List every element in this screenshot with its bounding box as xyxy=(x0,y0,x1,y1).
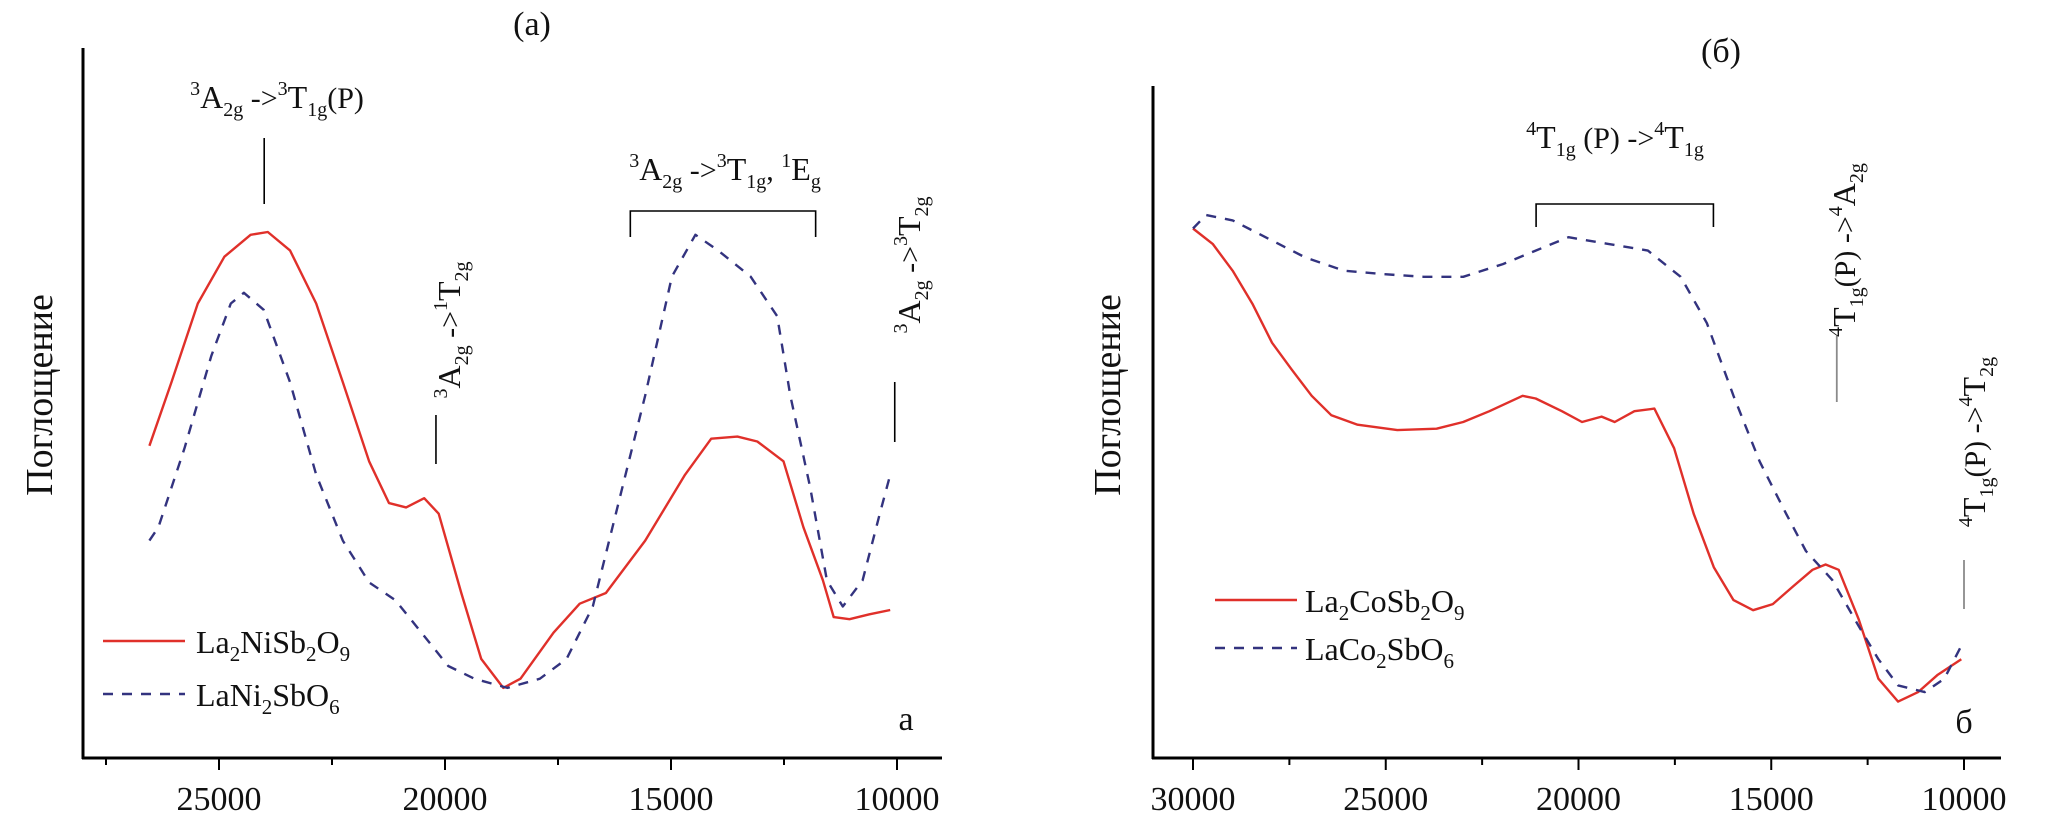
x-tick-label: 20000 xyxy=(403,781,488,818)
legend-label: La2CoSb2O9 xyxy=(1305,583,1465,625)
annotation-label: 3A2g ->3T1g(P) xyxy=(190,78,364,121)
annotations-b: 4T1g (P) ->4T1g 4T1g(P) ->4A2g 4T1g(P) ->4… xyxy=(1526,118,1998,609)
annotation-ann-b1: 4T1g (P) ->4T1g xyxy=(1526,118,1715,227)
y-axis-label-a: Поглощение xyxy=(19,294,61,496)
corner-label-b: б xyxy=(1955,704,1972,741)
legend-b: La2CoSb2O9 LaCo2SbO6 xyxy=(1215,583,1465,673)
x-tick-label: 10000 xyxy=(1922,781,2007,818)
annotation-ann-a1: 3A2g ->3T1g(P) xyxy=(190,78,364,204)
x-tick-label: 20000 xyxy=(1536,781,1621,818)
panel-a: (a) Поглощение 25000 20000 15000 10000 3A2g… xyxy=(19,6,942,818)
annotation-ann-b3: 4T1g(P) ->4T2g xyxy=(1955,357,1998,609)
series-line-LaNi2SbO6 xyxy=(148,233,892,690)
panel-title-a: (a) xyxy=(513,6,551,43)
annotation-label: 4T1g(P) ->4T2g xyxy=(1955,357,1998,527)
legend-label: LaNi2SbO6 xyxy=(196,677,340,719)
x-tick-label: 15000 xyxy=(629,781,714,818)
corner-label-a: а xyxy=(898,701,913,738)
legend-label: LaCo2SbO6 xyxy=(1305,631,1454,673)
y-axis-label-b: Поглощение xyxy=(1087,294,1129,496)
series-a xyxy=(148,230,892,690)
x-ticks-b: 30000 25000 20000 15000 10000 xyxy=(1151,758,2007,818)
series-line-LaCo2SbO6 xyxy=(1192,213,1963,694)
annotation-label: 3A2g ->3T2g xyxy=(890,196,933,333)
annotation-ann-a2: 3A2g ->3T1g, 1Eg xyxy=(629,150,821,237)
annotation-bracket xyxy=(629,210,817,237)
annotation-ann-a4: 3A2g ->3T2g xyxy=(890,196,933,442)
annotation-label: 3A2g ->1T2g xyxy=(430,261,473,398)
x-tick-label: 25000 xyxy=(1343,781,1428,818)
annotation-label: 4T1g(P) ->4A2g xyxy=(1825,163,1868,337)
annotation-bracket xyxy=(1535,203,1715,227)
x-tick-label: 10000 xyxy=(855,781,940,818)
series-line-La2CoSb2O9 xyxy=(1192,227,1962,703)
annotation-label: 4T1g (P) ->4T1g xyxy=(1526,118,1704,161)
annotation-ann-a3: 3A2g ->1T2g xyxy=(430,261,473,464)
x-tick-label: 15000 xyxy=(1729,781,1814,818)
panel-title-b: (б) xyxy=(1701,33,1741,70)
x-tick-label: 25000 xyxy=(177,781,262,818)
panel-b: (б) Поглощение 30000 25000 20000 15000 10000… xyxy=(1087,33,2007,818)
series-b xyxy=(1192,213,1963,703)
x-ticks-a: 25000 20000 15000 10000 xyxy=(105,758,940,818)
legend-label: La2NiSb2O9 xyxy=(196,624,350,666)
x-tick-label: 30000 xyxy=(1151,781,1236,818)
legend-a: La2NiSb2O9 LaNi2SbO6 xyxy=(103,624,350,719)
annotation-ann-b2: 4T1g(P) ->4A2g xyxy=(1825,163,1868,402)
annotations-a: 3A2g ->3T1g(P) 3A2g ->3T1g, 1Eg 3A2g ->1T2… xyxy=(190,78,933,464)
series-line-La2NiSb2O9 xyxy=(148,230,891,690)
annotation-label: 3A2g ->3T1g, 1Eg xyxy=(629,150,821,193)
